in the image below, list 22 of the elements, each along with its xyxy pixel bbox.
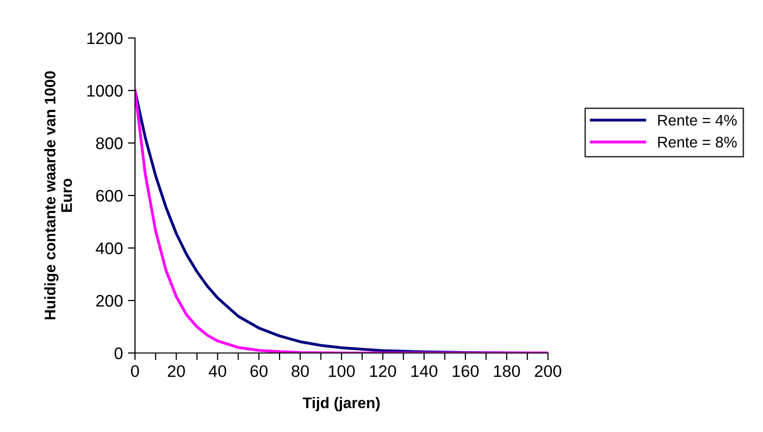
y-tick-label: 800 bbox=[96, 137, 123, 150]
x-tick-label: 40 bbox=[208, 365, 226, 378]
y-axis-title: Huidige contante waarde van 1000 Euro bbox=[44, 71, 72, 320]
y-tick-label: 1000 bbox=[87, 84, 123, 97]
legend-label: Rente = 8% bbox=[658, 136, 737, 148]
y-tick-label: 400 bbox=[96, 242, 123, 254]
x-tick-label: 200 bbox=[534, 365, 562, 378]
x-tick-label: 100 bbox=[328, 365, 355, 378]
x-tick-label: 20 bbox=[168, 365, 185, 378]
x-tick-label: 140 bbox=[411, 365, 438, 378]
y-tick-label: 600 bbox=[96, 190, 123, 202]
y-tick-label: 200 bbox=[96, 294, 123, 307]
y-tick-label: 1200 bbox=[87, 32, 123, 44]
legend-label: Rente = 4% bbox=[658, 114, 737, 126]
x-axis-title: Tijd (jaren) bbox=[302, 397, 380, 412]
x-tick-label: 160 bbox=[452, 365, 479, 378]
x-tick-label: 60 bbox=[250, 365, 268, 378]
x-tick-label: 0 bbox=[131, 365, 139, 378]
x-tick-label: 120 bbox=[370, 365, 396, 378]
y-tick-label: 0 bbox=[114, 347, 123, 360]
x-tick-label: 80 bbox=[292, 365, 309, 378]
x-tick-label: 180 bbox=[494, 365, 520, 378]
